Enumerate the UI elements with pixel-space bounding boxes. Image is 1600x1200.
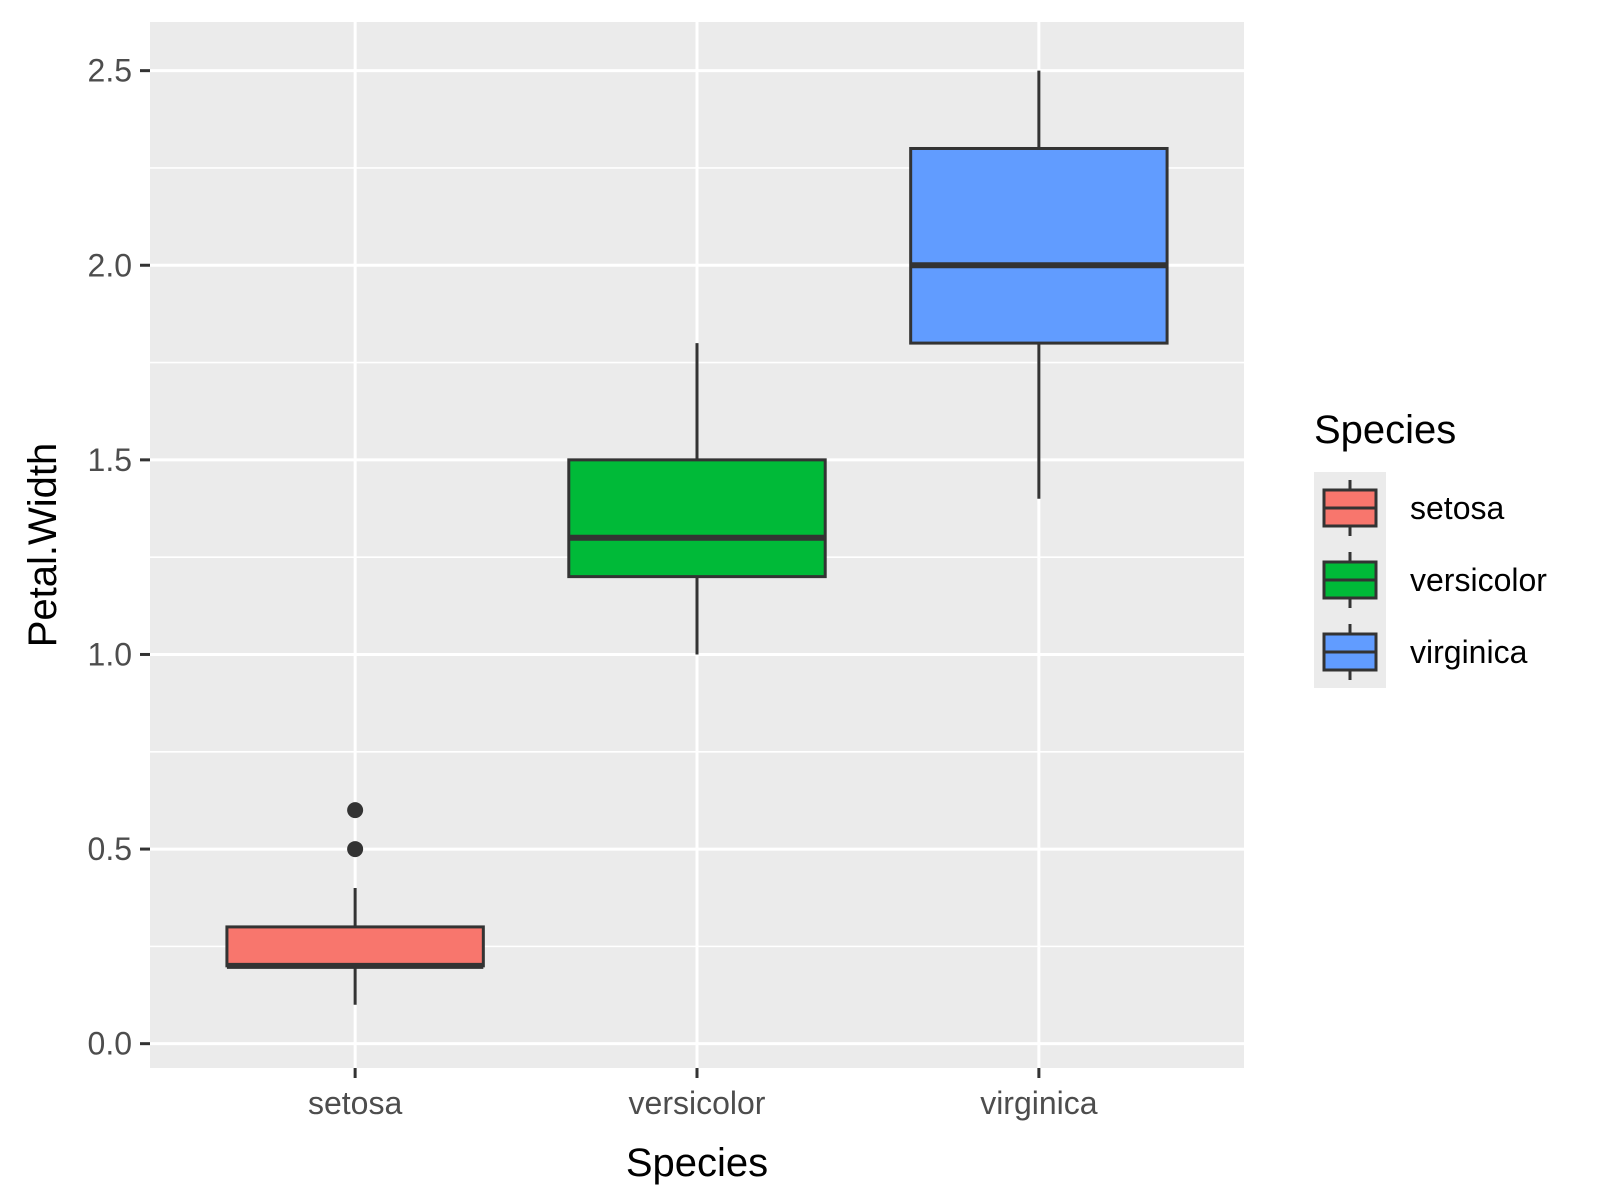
x-axis: setosa versicolor virginica	[308, 1068, 1098, 1121]
y-axis-title: Petal.Width	[21, 443, 65, 648]
y-tick-label: 2.0	[88, 247, 132, 283]
y-tick-label: 0.0	[88, 1026, 132, 1062]
x-tick-label: setosa	[308, 1085, 402, 1121]
legend-label: virginica	[1410, 634, 1528, 670]
legend-label: versicolor	[1410, 562, 1547, 598]
box-iqr	[225, 925, 485, 968]
y-tick-label: 1.5	[88, 442, 132, 478]
box-virginica	[909, 70, 1169, 499]
legend-item-virginica: virginica	[1322, 624, 1528, 680]
legend-item-versicolor: versicolor	[1322, 552, 1547, 608]
outlier-point	[347, 802, 364, 819]
y-tick-label: 0.5	[88, 831, 132, 867]
x-tick-label: versicolor	[629, 1085, 766, 1121]
outlier-point	[347, 841, 364, 858]
legend-label: setosa	[1410, 490, 1504, 526]
x-tick-label: virginica	[980, 1085, 1098, 1121]
legend-item-setosa: setosa	[1322, 480, 1504, 536]
y-axis: 0.0 0.5 1.0 1.5 2.0 2.5	[88, 53, 150, 1062]
legend-title: Species	[1314, 408, 1456, 452]
x-axis-title: Species	[626, 1141, 768, 1185]
box-versicolor	[567, 343, 827, 655]
boxes	[225, 70, 1169, 1005]
box-setosa	[225, 802, 485, 1005]
legend: Species setosa versicolor virginica	[1314, 408, 1547, 688]
box-iqr	[909, 146, 1169, 345]
legend-items: setosa versicolor virginica	[1322, 480, 1547, 680]
y-tick-label: 2.5	[88, 53, 132, 89]
y-tick-label: 1.0	[88, 636, 132, 672]
box-iqr	[567, 458, 827, 579]
